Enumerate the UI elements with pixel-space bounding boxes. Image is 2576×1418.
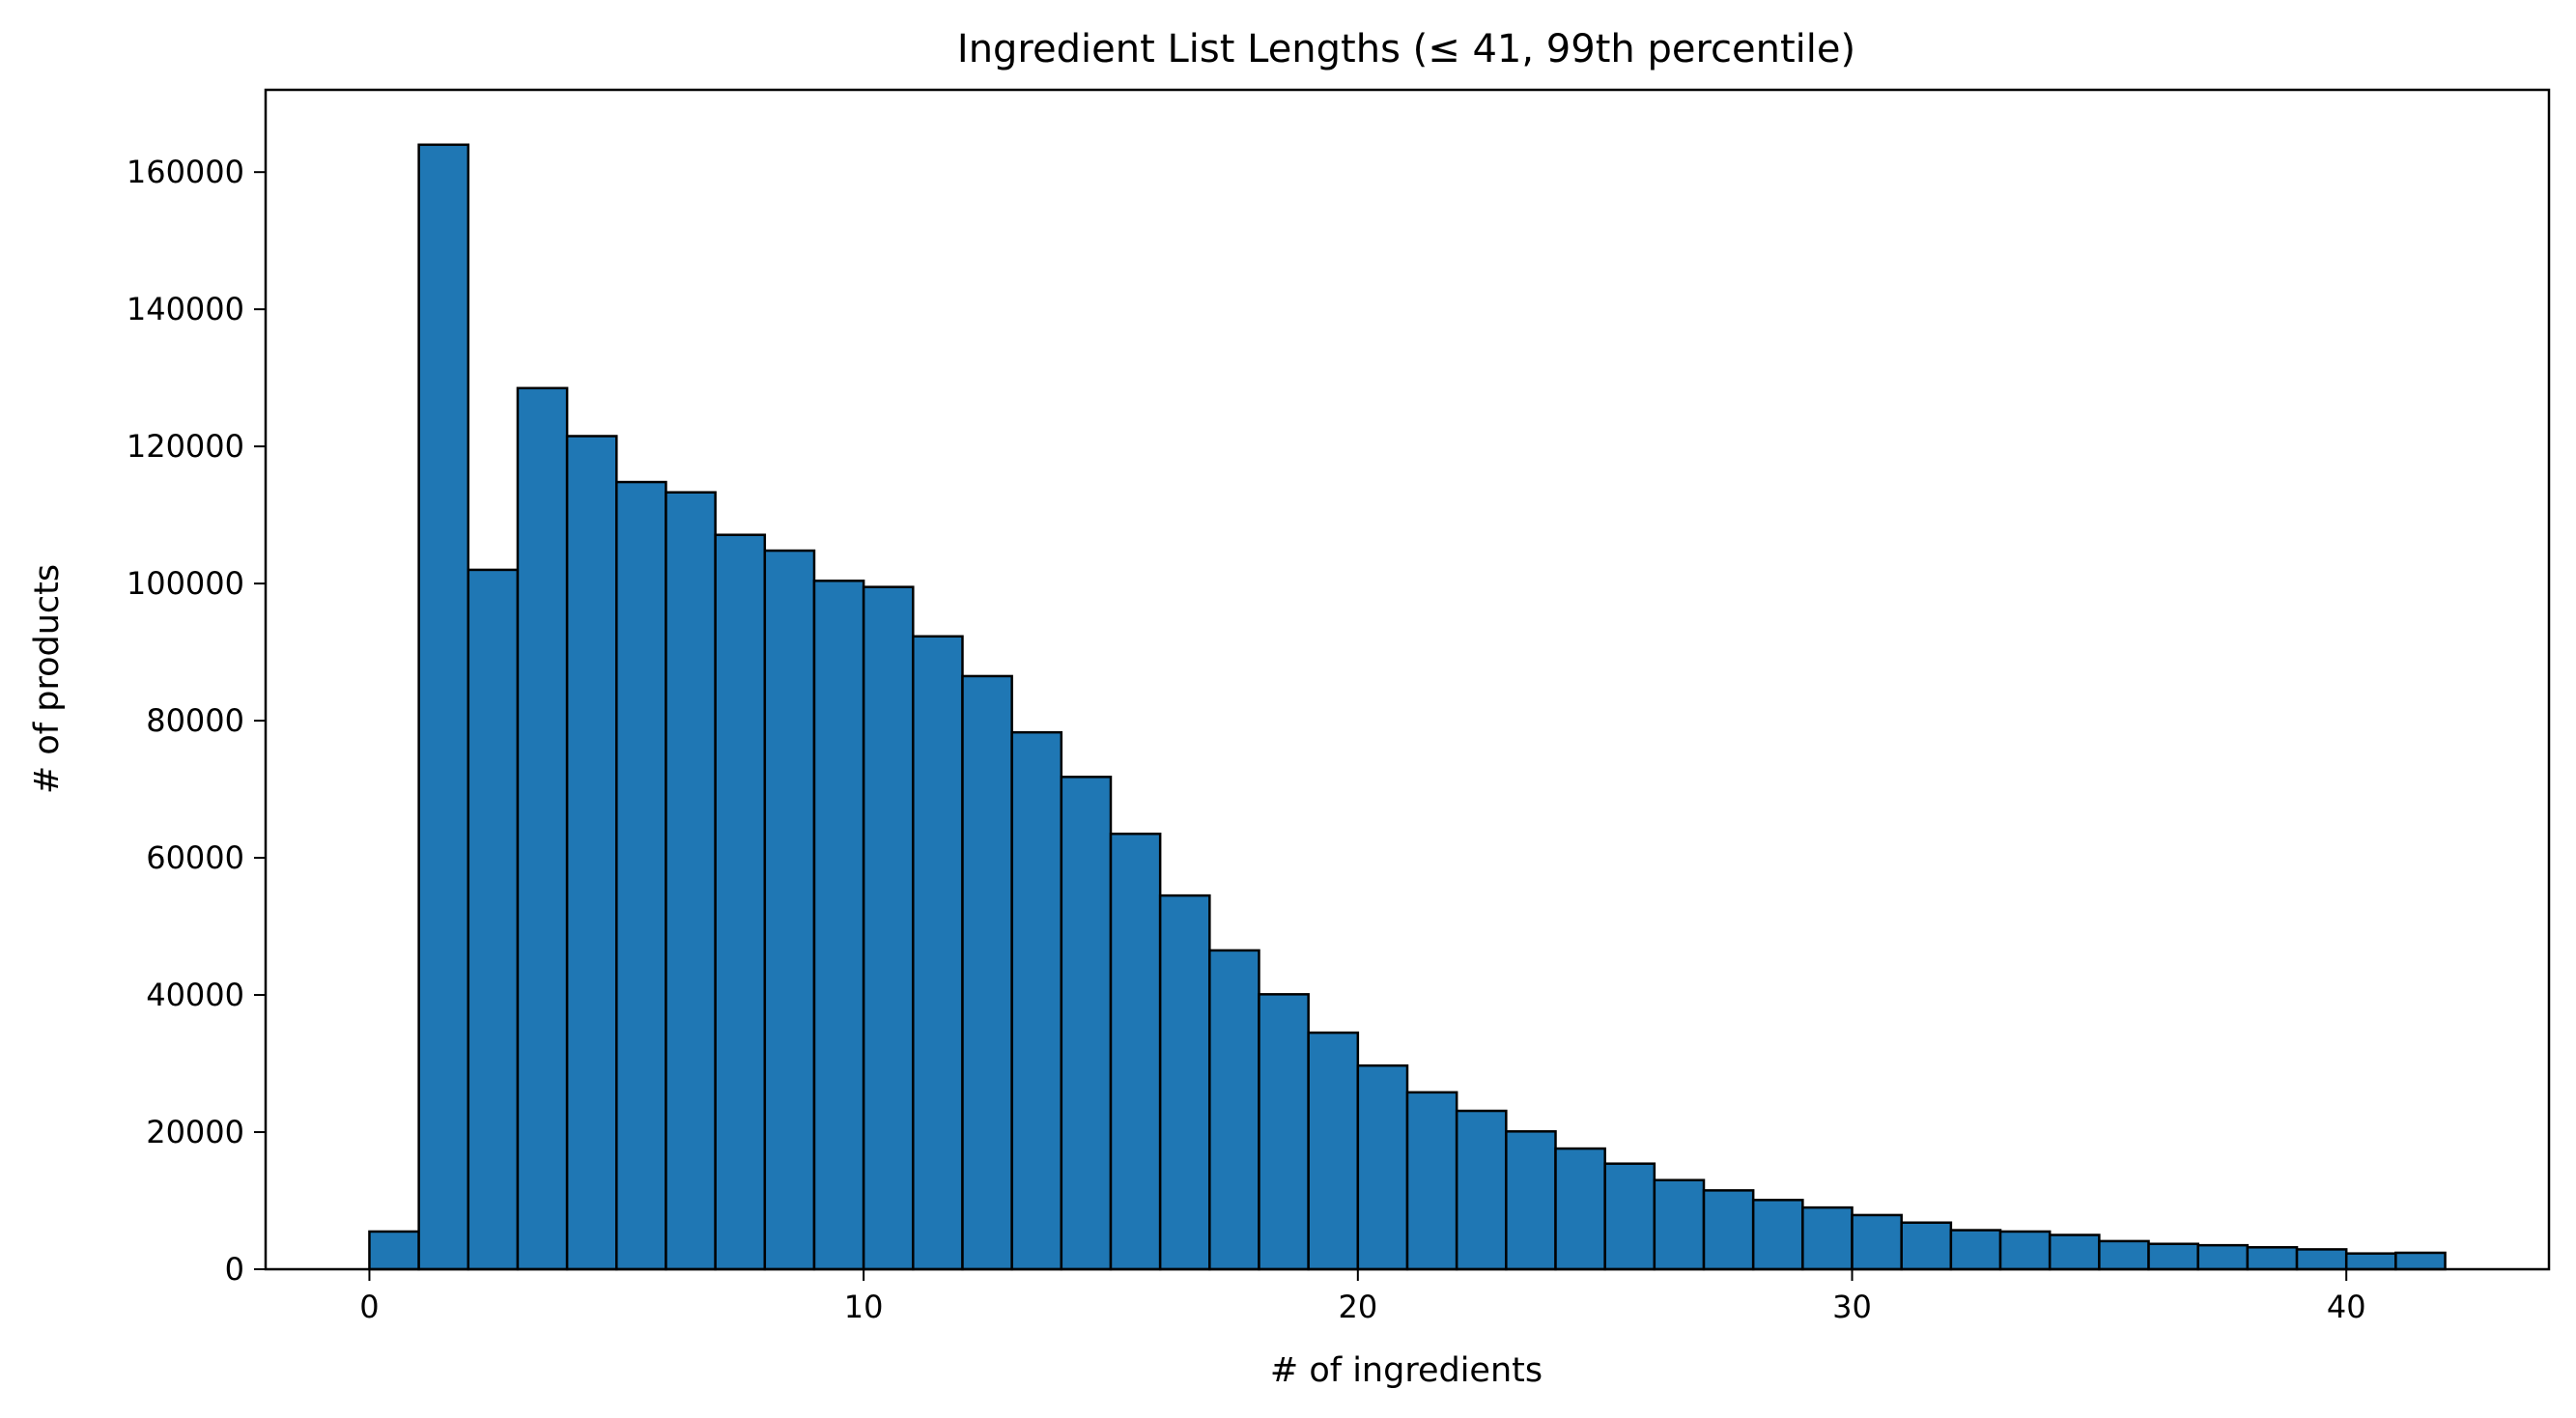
histogram-bar [912,635,964,1271]
histogram-bar [2246,1246,2299,1271]
x-tick-label: 0 [359,1289,379,1325]
histogram-bar [1455,1109,1508,1271]
x-tick-label: 10 [844,1289,884,1325]
histogram-bar [1603,1162,1656,1271]
bars-group [368,143,2447,1271]
x-tick-label: 30 [1832,1289,1872,1325]
histogram-bar [763,549,816,1271]
histogram-bar [1010,730,1063,1271]
histogram-bar [2098,1239,2150,1271]
y-axis: 0 20000 40000 60000 80000 100000 120000 140000 1… [127,154,266,1288]
histogram-bar [812,580,865,1271]
x-tick-label: 20 [1338,1289,1377,1325]
histogram-bar [516,386,569,1271]
histogram-bar [1356,1064,1409,1271]
y-tick-label: 120000 [127,428,244,465]
histogram-bar [1158,893,1211,1271]
y-tick-label: 0 [225,1251,244,1288]
histogram-bar [1702,1189,1755,1271]
y-tick-label: 40000 [146,977,244,1013]
histogram-bar [2048,1234,2101,1271]
histogram-bar [467,568,520,1271]
histogram-bar [862,585,915,1271]
histogram-bar [1405,1091,1458,1271]
histogram-bar [368,1230,420,1271]
y-axis-label: # of products [28,564,67,794]
histogram-bar [1653,1178,1706,1271]
histogram-bar [714,533,767,1271]
chart-title: Ingredient List Lengths (≤ 41, 99th perc… [957,27,1855,71]
histogram-bar [2196,1243,2250,1271]
y-tick-label: 100000 [127,565,244,602]
histogram-bar [1505,1130,1557,1271]
histogram-bar [565,435,618,1271]
histogram-bar [2394,1251,2447,1271]
histogram-bar [1554,1147,1606,1271]
histogram-bar [1949,1229,2002,1271]
histogram-bar [1060,776,1113,1271]
x-tick-label: 40 [2327,1289,2366,1325]
histogram-bar [1851,1213,1903,1271]
x-axis: 0 10 20 30 40 [359,1269,2366,1325]
histogram-bar [1801,1205,1854,1271]
histogram-bar [665,491,717,1271]
plot-frame [264,88,2551,1271]
histogram-bar [417,143,470,1271]
histogram-bar [2295,1248,2348,1271]
y-tick-label: 140000 [127,291,244,327]
y-tick-label: 20000 [146,1114,244,1150]
histogram-bar [1208,949,1260,1271]
y-tick-label: 80000 [146,702,244,739]
histogram-bar [1900,1221,1953,1271]
histogram-bar [1751,1199,1804,1271]
histogram-bar [1307,1031,1360,1271]
histogram-bar [615,480,667,1271]
histogram-bar [2344,1252,2397,1271]
histogram-bar [1109,832,1162,1271]
histogram-bar [961,674,1013,1271]
x-axis-label: # of ingredients [1270,1351,1543,1390]
histogram-bar [1258,993,1310,1271]
histogram-bar [2147,1242,2199,1271]
histogram-bar [1998,1230,2052,1271]
y-tick-label: 60000 [146,839,244,876]
y-tick-label: 160000 [127,154,244,190]
